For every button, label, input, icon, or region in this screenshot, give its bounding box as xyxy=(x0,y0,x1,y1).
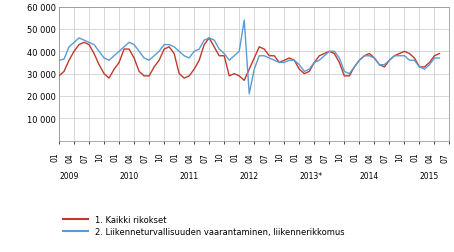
Text: 07: 07 xyxy=(200,152,209,162)
Text: 04: 04 xyxy=(245,152,254,162)
Text: 10: 10 xyxy=(395,152,405,162)
Text: 01: 01 xyxy=(410,152,419,162)
Text: 04: 04 xyxy=(125,152,134,162)
Text: 07: 07 xyxy=(260,152,269,162)
Text: 07: 07 xyxy=(321,152,329,162)
Text: 07: 07 xyxy=(140,152,149,162)
Text: 10: 10 xyxy=(336,152,344,162)
Text: 01: 01 xyxy=(290,152,299,162)
Text: 01: 01 xyxy=(230,152,239,162)
Text: 01: 01 xyxy=(110,152,119,162)
Text: 2013*: 2013* xyxy=(299,172,322,180)
Text: 04: 04 xyxy=(425,152,434,162)
Legend: 1. Kaikki rikokset, 2. Liikenneturvallisuuden vaarantaminen, liikennerikkomus: 1. Kaikki rikokset, 2. Liikenneturvallis… xyxy=(63,215,345,236)
Text: 2010: 2010 xyxy=(119,172,138,180)
Text: 2011: 2011 xyxy=(179,172,198,180)
Text: 2012: 2012 xyxy=(239,172,258,180)
Text: 10: 10 xyxy=(215,152,224,162)
Text: 04: 04 xyxy=(365,152,375,162)
Text: 07: 07 xyxy=(380,152,390,162)
Text: 01: 01 xyxy=(170,152,179,162)
Text: 10: 10 xyxy=(275,152,284,162)
Text: 04: 04 xyxy=(305,152,314,162)
Text: 01: 01 xyxy=(50,152,59,162)
Text: 2014: 2014 xyxy=(360,172,379,180)
Text: 10: 10 xyxy=(155,152,164,162)
Text: 01: 01 xyxy=(350,152,360,162)
Text: 07: 07 xyxy=(440,152,449,162)
Text: 10: 10 xyxy=(95,152,104,162)
Text: 04: 04 xyxy=(185,152,194,162)
Text: 2009: 2009 xyxy=(59,172,79,180)
Text: 2015: 2015 xyxy=(419,172,439,180)
Text: 07: 07 xyxy=(80,152,89,162)
Text: 04: 04 xyxy=(65,152,74,162)
